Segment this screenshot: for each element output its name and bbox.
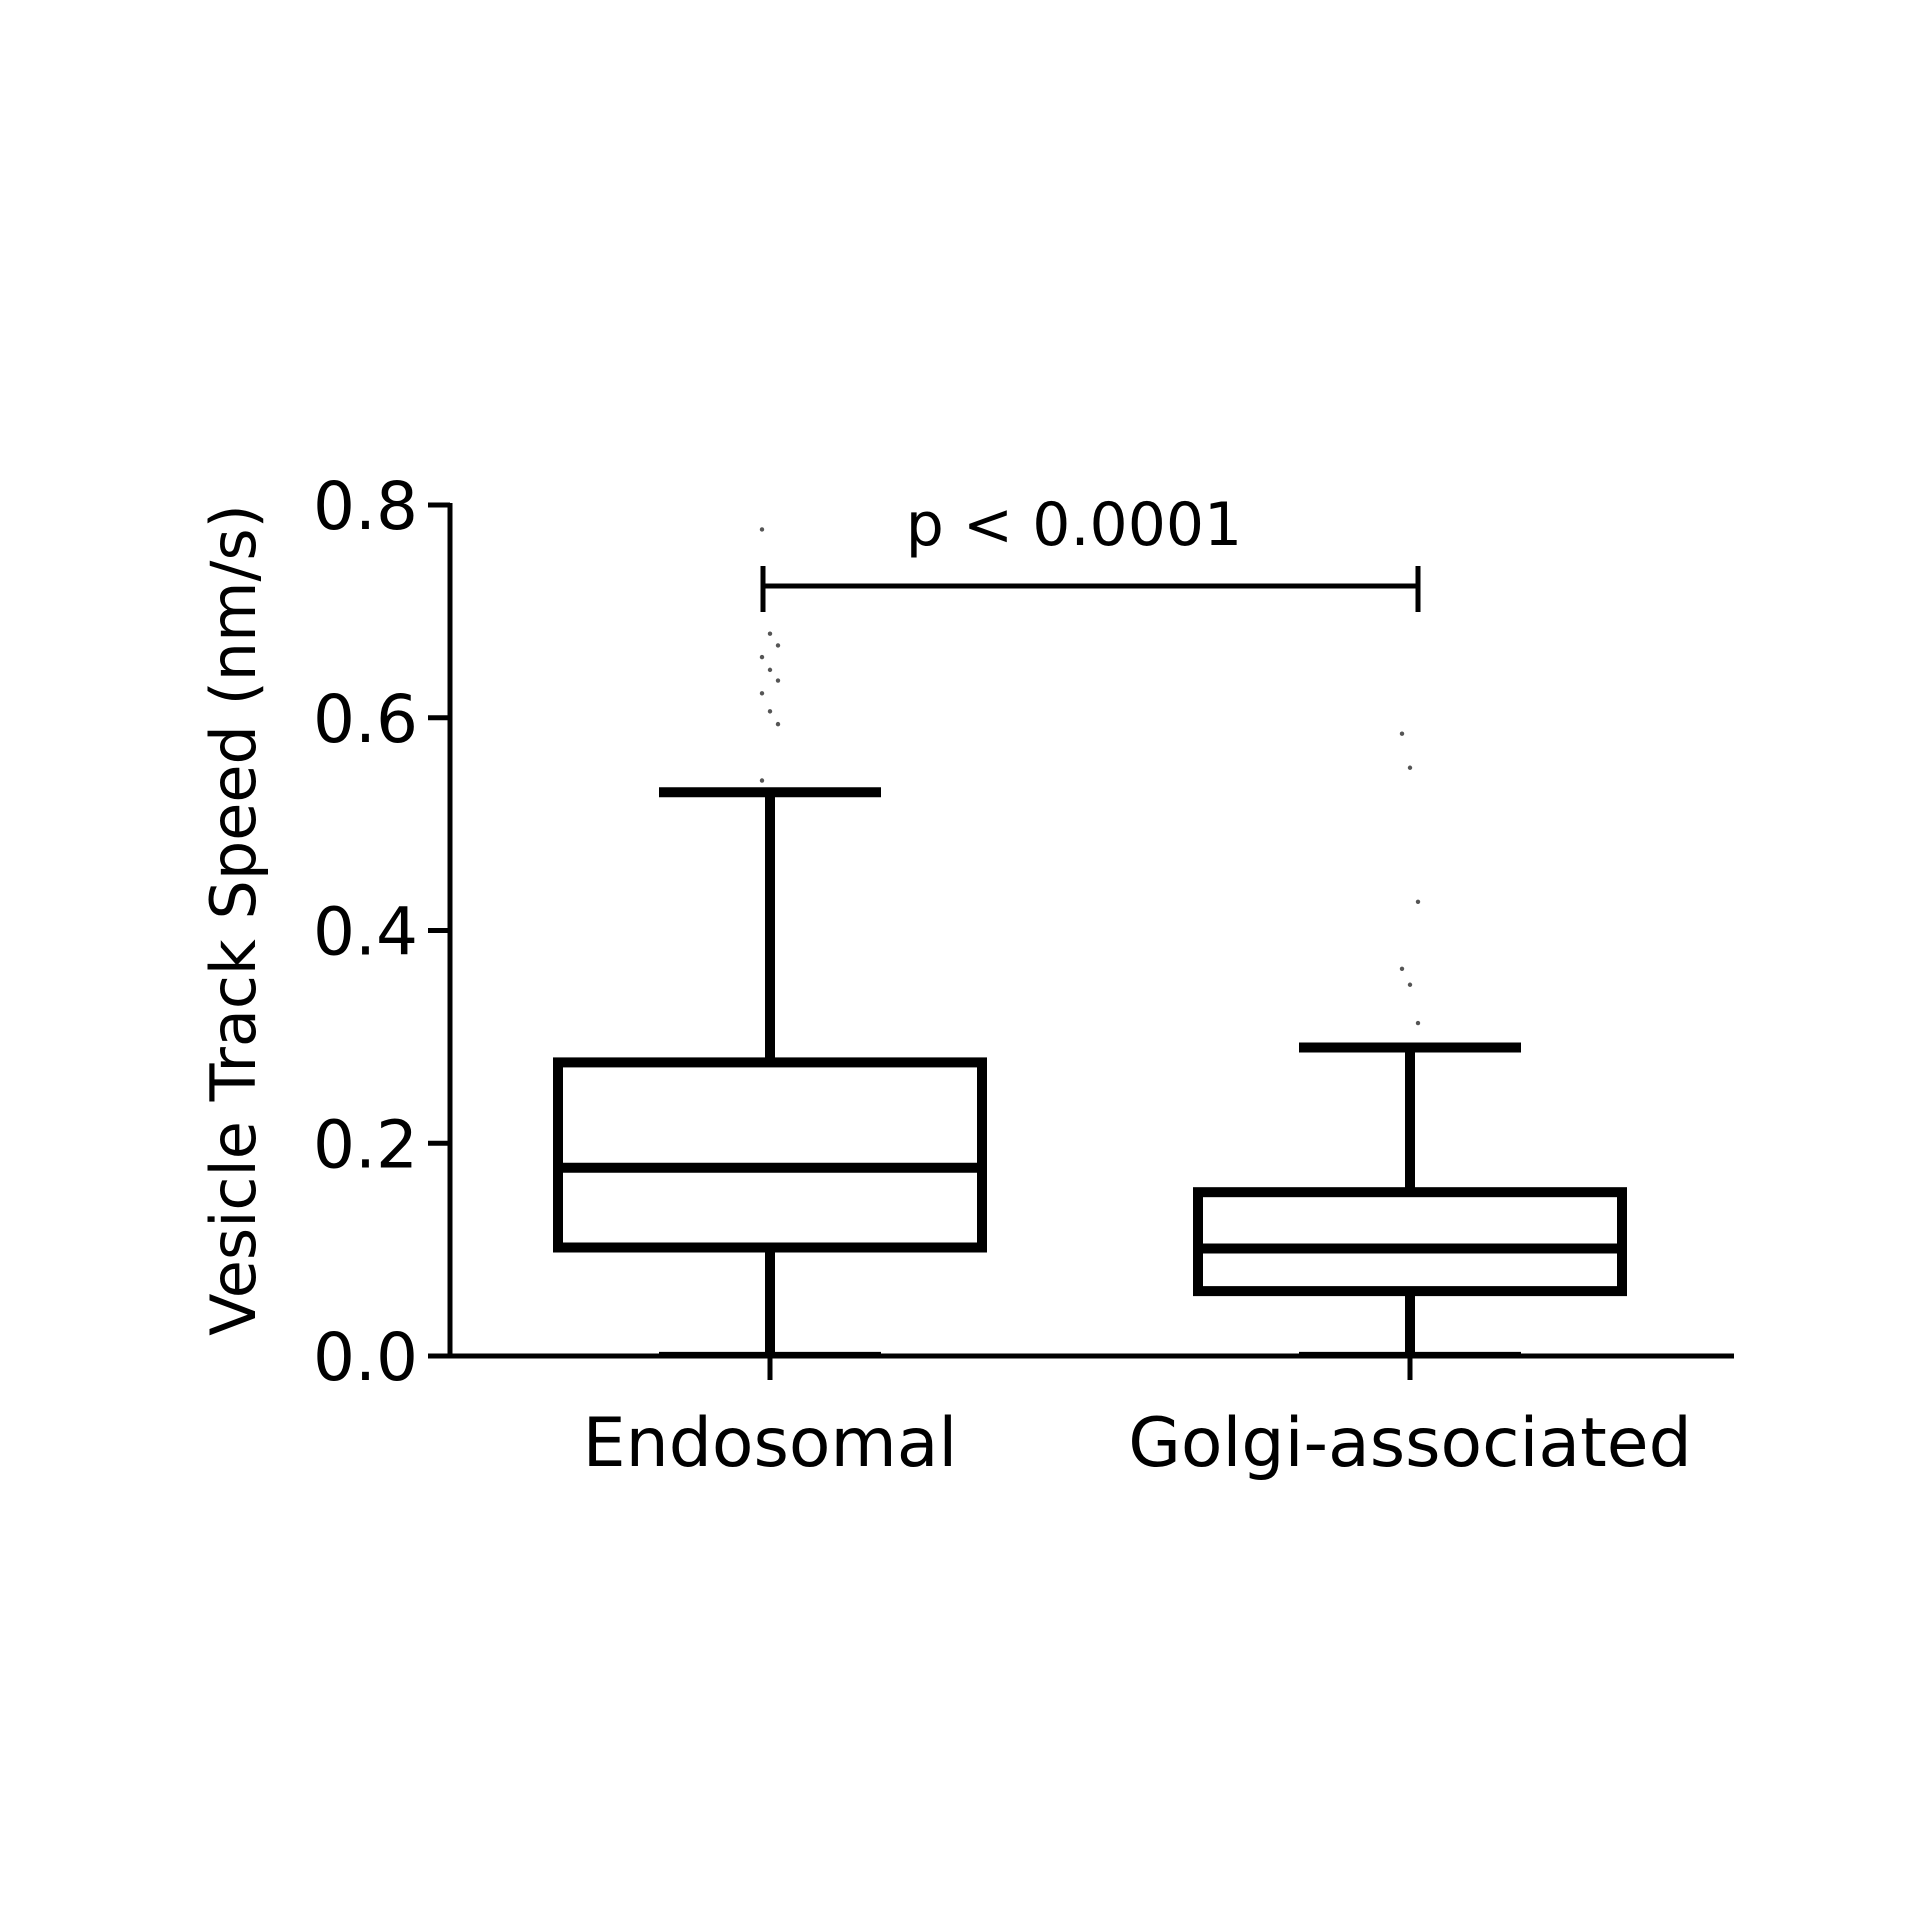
outlier [767,667,773,673]
y-tick-label: 0.8 [313,468,418,545]
outlier [1407,982,1413,987]
box [553,1057,987,1253]
y-tick-label: 0.0 [313,1319,418,1396]
outlier [759,691,765,696]
outlier [1399,966,1405,971]
significance-bracket [760,566,1421,612]
outlier [767,631,773,636]
outlier [1415,1020,1421,1026]
y-tick-label: 0.2 [313,1106,418,1183]
outlier [759,654,765,660]
outlier [759,778,765,783]
outlier [775,678,781,683]
outlier [759,527,765,532]
outlier [775,721,781,727]
y-tick-label: 0.6 [313,681,418,758]
annotation: p < 0.0001 [906,490,1242,560]
outlier [775,643,781,648]
x-tick-label: Golgi-associated [1128,1404,1692,1483]
y-tick-label: 0.4 [313,894,418,971]
outlier [1415,899,1421,904]
y-axis-title: Vesicle Track Speed (nm/s) [197,504,270,1336]
outlier [767,709,773,714]
x-tick-label: Endosomal [583,1404,958,1483]
outlier [1399,731,1405,736]
outlier [1407,765,1413,770]
box [1193,1187,1627,1297]
